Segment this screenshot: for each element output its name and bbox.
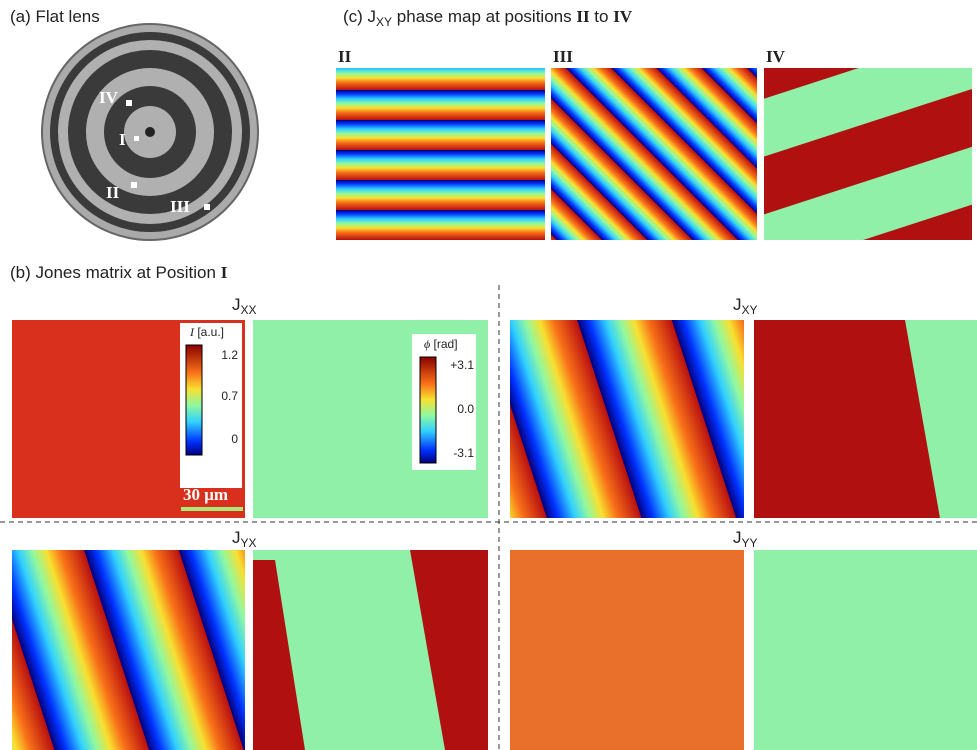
lens — [42, 24, 258, 240]
text: J — [232, 528, 241, 547]
colorbar-tick-label: -3.1 — [453, 446, 474, 460]
phase-map — [336, 68, 545, 240]
panel-c-title: (c) JXY phase map at positions II to IV — [343, 7, 633, 29]
scale-bar-label: 30 μm — [183, 485, 228, 504]
text: I — [221, 263, 228, 282]
colorbar-tick-label: +3.1 — [450, 358, 474, 372]
colorbar-label: I [a.u.] — [189, 325, 224, 339]
text: (c) J — [343, 7, 376, 26]
text: J — [733, 528, 742, 547]
colorbar-tick-label: 0.0 — [457, 402, 474, 416]
matrix-label: JYX — [232, 528, 257, 550]
text: IV — [613, 7, 633, 26]
colorbar-label: ϕ [rad] — [424, 337, 458, 351]
colorbar-tick-label: 0.7 — [221, 389, 238, 403]
text: to — [590, 7, 614, 26]
text: II — [576, 7, 590, 26]
colorbar — [420, 357, 436, 463]
map-label: III — [553, 47, 573, 66]
position-label: IV — [99, 88, 119, 107]
text: J — [232, 295, 241, 314]
intensity-map — [510, 550, 744, 750]
phase-map — [551, 68, 757, 240]
position-label: III — [170, 197, 190, 216]
panel-b-title: (b) Jones matrix at Position I — [10, 263, 228, 282]
text: (b) Jones matrix at Position — [10, 263, 221, 282]
text: [rad] — [430, 337, 457, 351]
position-label: I — [119, 130, 126, 149]
panel-a-title: (a) Flat lens — [10, 7, 100, 26]
position-label: II — [106, 183, 120, 202]
subscript: XX — [241, 303, 257, 317]
text: J — [733, 295, 742, 314]
intensity-map — [510, 320, 744, 518]
intensity-map — [12, 550, 245, 750]
subscript: XY — [376, 15, 392, 29]
map-label: II — [338, 47, 352, 66]
colorbar — [186, 345, 202, 455]
matrix-label: JXY — [733, 295, 758, 317]
subscript: YY — [742, 536, 758, 550]
text: [a.u.] — [194, 325, 224, 339]
colorbar-tick-label: 0 — [231, 432, 238, 446]
text: phase map at positions — [392, 7, 576, 26]
colorbar-tick-label: 1.2 — [221, 348, 238, 362]
map-label: IV — [766, 47, 786, 66]
phase-map — [764, 68, 972, 240]
matrix-label: JXX — [232, 295, 257, 317]
subscript: XY — [742, 303, 758, 317]
figure: (a) Flat lens IV I II III (c) JXY phase … — [0, 0, 977, 750]
matrix-label: JYY — [733, 528, 758, 550]
phase-map — [754, 550, 977, 750]
subscript: YX — [241, 536, 257, 550]
scale-bar — [181, 507, 243, 511]
